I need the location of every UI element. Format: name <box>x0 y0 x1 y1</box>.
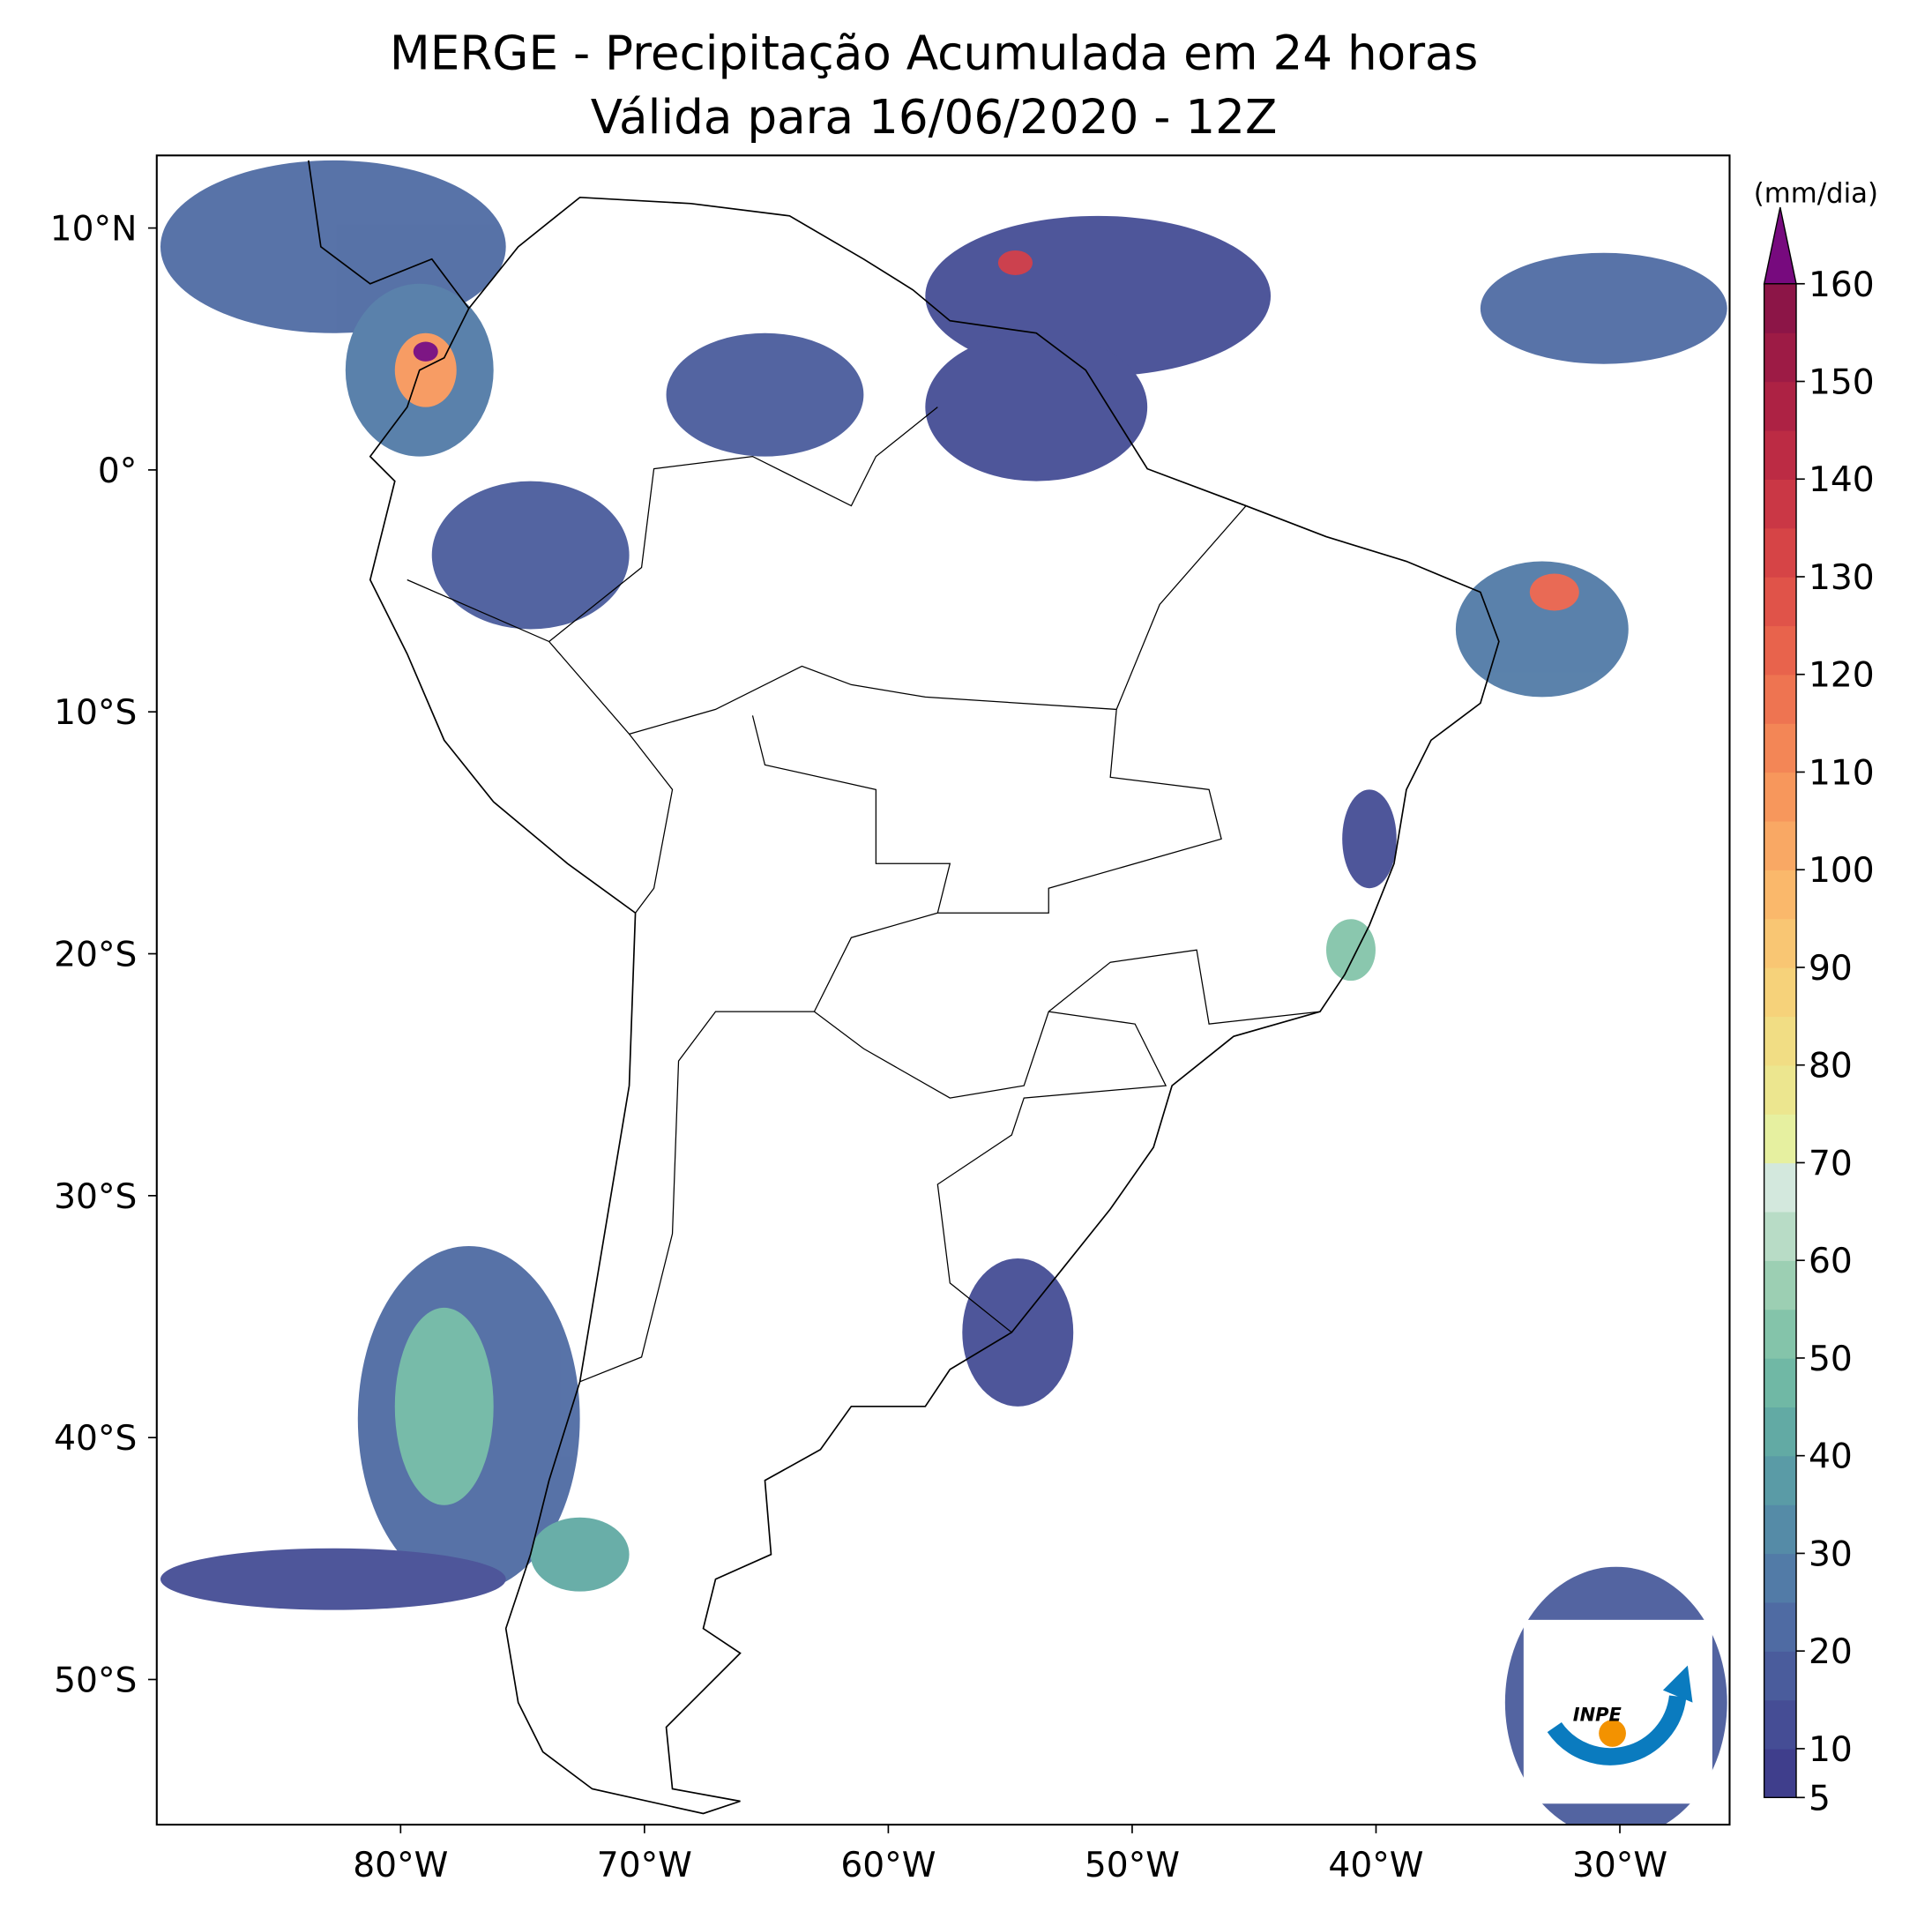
x-tick-label: 60°W <box>840 1846 936 1885</box>
y-tick-label: 40°S <box>54 1419 137 1459</box>
colorbar-tick-label: 5 <box>1809 1779 1831 1818</box>
colorbar-frame <box>1763 283 1797 1798</box>
colorbar-band <box>1764 429 1797 480</box>
colorbar-band <box>1764 381 1797 431</box>
colorbar-band <box>1764 772 1797 822</box>
colorbar-band <box>1764 1309 1797 1359</box>
y-tick-label: 0° <box>98 452 138 491</box>
colorbar-band <box>1764 576 1797 627</box>
colorbar-tick-label: 90 <box>1809 949 1853 989</box>
colorbar-band <box>1764 1211 1797 1261</box>
colorbar-tick-label: 160 <box>1809 265 1875 305</box>
logo-arc <box>1547 1695 1687 1765</box>
colorbar-band <box>1764 1064 1797 1115</box>
y-tick-label: 20°S <box>54 936 137 975</box>
colorbar-band <box>1764 820 1797 870</box>
x-tick-label: 30°W <box>1572 1846 1667 1885</box>
colorbar-band <box>1764 1748 1797 1798</box>
colorbar-label: (mm/dia) <box>1754 177 1878 209</box>
x-tick-label: 50°W <box>1085 1846 1180 1885</box>
y-tick-label: 10°S <box>54 693 137 733</box>
colorbar-band <box>1764 1504 1797 1555</box>
colorbar-tick-label: 140 <box>1809 460 1875 500</box>
y-tick-label: 50°S <box>54 1661 137 1700</box>
colorbar-band <box>1764 1016 1797 1066</box>
colorbar-tick-label: 120 <box>1809 656 1875 696</box>
x-tick-label: 40°W <box>1328 1846 1423 1885</box>
colorbar-band <box>1764 1114 1797 1164</box>
colorbar-band <box>1764 1601 1797 1652</box>
colorbar-band <box>1764 332 1797 383</box>
colorbar-tick-label: 100 <box>1809 851 1875 891</box>
logo: INPE <box>1523 1619 1712 1804</box>
colorbar-tick-label: 40 <box>1809 1437 1853 1477</box>
colorbar-band <box>1764 674 1797 724</box>
colorbar-band <box>1764 625 1797 676</box>
colorbar-band <box>1764 1651 1797 1701</box>
colorbar-tick-label: 130 <box>1809 558 1875 598</box>
colorbar-band <box>1764 918 1797 968</box>
colorbar-band <box>1764 870 1797 920</box>
colorbar-band <box>1764 1407 1797 1457</box>
title-line-1: MERGE - Precipitação Acumulada em 24 hor… <box>390 26 1478 80</box>
y-tick-label: 30°S <box>54 1177 137 1217</box>
colorbar-tick-label: 50 <box>1809 1340 1853 1379</box>
colorbar-band <box>1764 1260 1797 1310</box>
title-line-2: Válida para 16/06/2020 - 12Z <box>591 90 1278 145</box>
logo-dot <box>1599 1720 1626 1747</box>
colorbar-tick-label: 10 <box>1809 1730 1853 1770</box>
x-tick-label: 70°W <box>597 1846 692 1885</box>
colorbar-band <box>1764 479 1797 529</box>
colorbar-band <box>1764 283 1797 333</box>
colorbar-band <box>1764 527 1797 578</box>
colorbar-extension <box>1763 206 1797 285</box>
colorbar-band <box>1764 1162 1797 1213</box>
colorbar-band <box>1764 1455 1797 1505</box>
colorbar-tick-label: 30 <box>1809 1534 1853 1574</box>
coastline <box>308 160 1500 1815</box>
y-tick-label: 10°N <box>50 210 138 250</box>
colorbar-tick-label: 70 <box>1809 1144 1853 1183</box>
colorbar-tick-label: 110 <box>1809 753 1875 793</box>
colorbar-band <box>1764 967 1797 1018</box>
colorbar-band <box>1764 1699 1797 1750</box>
colorbar-tick-label: 60 <box>1809 1242 1853 1281</box>
colorbar-tick-label: 20 <box>1809 1632 1853 1672</box>
borders <box>407 407 1321 1383</box>
colorbar-band <box>1764 1553 1797 1603</box>
map-area <box>160 160 1727 1825</box>
map-frame <box>155 154 1731 1826</box>
colorbar-band <box>1764 723 1797 773</box>
colorbar-tick-label: 80 <box>1809 1047 1853 1086</box>
logo-arrow <box>1662 1665 1693 1703</box>
x-tick-label: 80°W <box>353 1846 448 1885</box>
logo-text: INPE <box>1573 1705 1622 1726</box>
colorbar-tick-label: 150 <box>1809 362 1875 402</box>
precip-fields <box>160 160 1727 1825</box>
colorbar-band <box>1764 1357 1797 1408</box>
